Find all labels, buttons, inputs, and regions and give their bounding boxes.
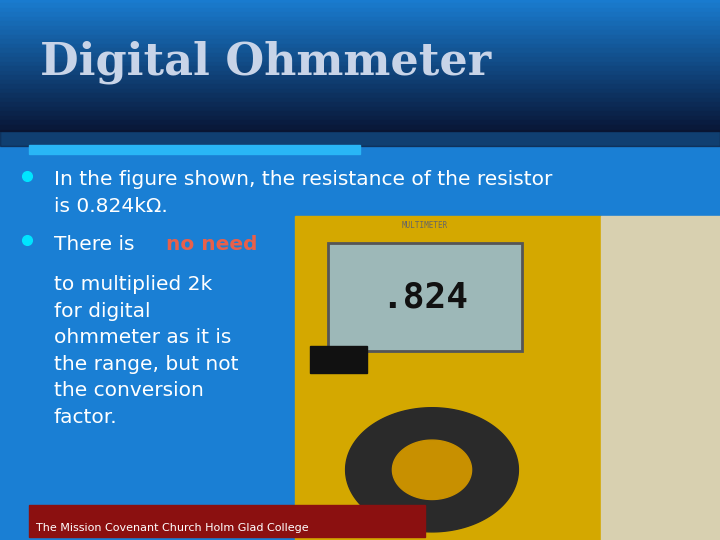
- Bar: [0, 49, 720, 54]
- Bar: [0, 80, 720, 85]
- Bar: [0, 98, 720, 104]
- Bar: [601, 216, 720, 540]
- Bar: [0, 125, 720, 131]
- Bar: [0, 103, 720, 108]
- Bar: [328, 243, 522, 351]
- Bar: [0, 8, 720, 14]
- Text: There is: There is: [54, 235, 141, 254]
- Text: no need: no need: [166, 235, 258, 254]
- Bar: [0, 71, 720, 77]
- Bar: [0, 26, 720, 31]
- Text: MULTIMETER: MULTIMETER: [402, 221, 448, 231]
- Bar: [0, 62, 720, 68]
- Bar: [29, 505, 425, 537]
- Text: .824: .824: [382, 280, 468, 314]
- Bar: [0, 120, 720, 126]
- Bar: [0, 130, 720, 146]
- Bar: [0, 53, 720, 58]
- Bar: [0, 30, 720, 36]
- Text: Digital Ohmmeter: Digital Ohmmeter: [40, 40, 491, 84]
- Bar: [0, 35, 720, 40]
- Bar: [310, 346, 367, 373]
- Bar: [0, 22, 720, 27]
- Bar: [0, 76, 720, 81]
- Polygon shape: [392, 440, 472, 500]
- Bar: [0, 111, 720, 117]
- Bar: [0, 3, 720, 9]
- Bar: [0, 0, 720, 4]
- Bar: [328, 243, 522, 351]
- Bar: [295, 216, 601, 540]
- Bar: [0, 84, 720, 90]
- Bar: [0, 116, 720, 122]
- Bar: [0, 93, 720, 99]
- Bar: [0, 89, 720, 94]
- Text: to multiplied 2k
for digital
ohmmeter as it is
the range, but not
the conversion: to multiplied 2k for digital ohmmeter as…: [54, 275, 238, 427]
- Bar: [0, 57, 720, 63]
- Bar: [0, 66, 720, 72]
- Text: In the figure shown, the resistance of the resistor
is 0.824kΩ.: In the figure shown, the resistance of t…: [54, 170, 552, 215]
- Bar: [0, 107, 720, 112]
- Text: The Mission Covenant Church Holm Glad College: The Mission Covenant Church Holm Glad Co…: [36, 523, 309, 533]
- Bar: [0, 44, 720, 50]
- Bar: [29, 145, 360, 154]
- Polygon shape: [346, 408, 518, 532]
- Bar: [0, 12, 720, 18]
- Bar: [0, 39, 720, 45]
- Bar: [0, 17, 720, 23]
